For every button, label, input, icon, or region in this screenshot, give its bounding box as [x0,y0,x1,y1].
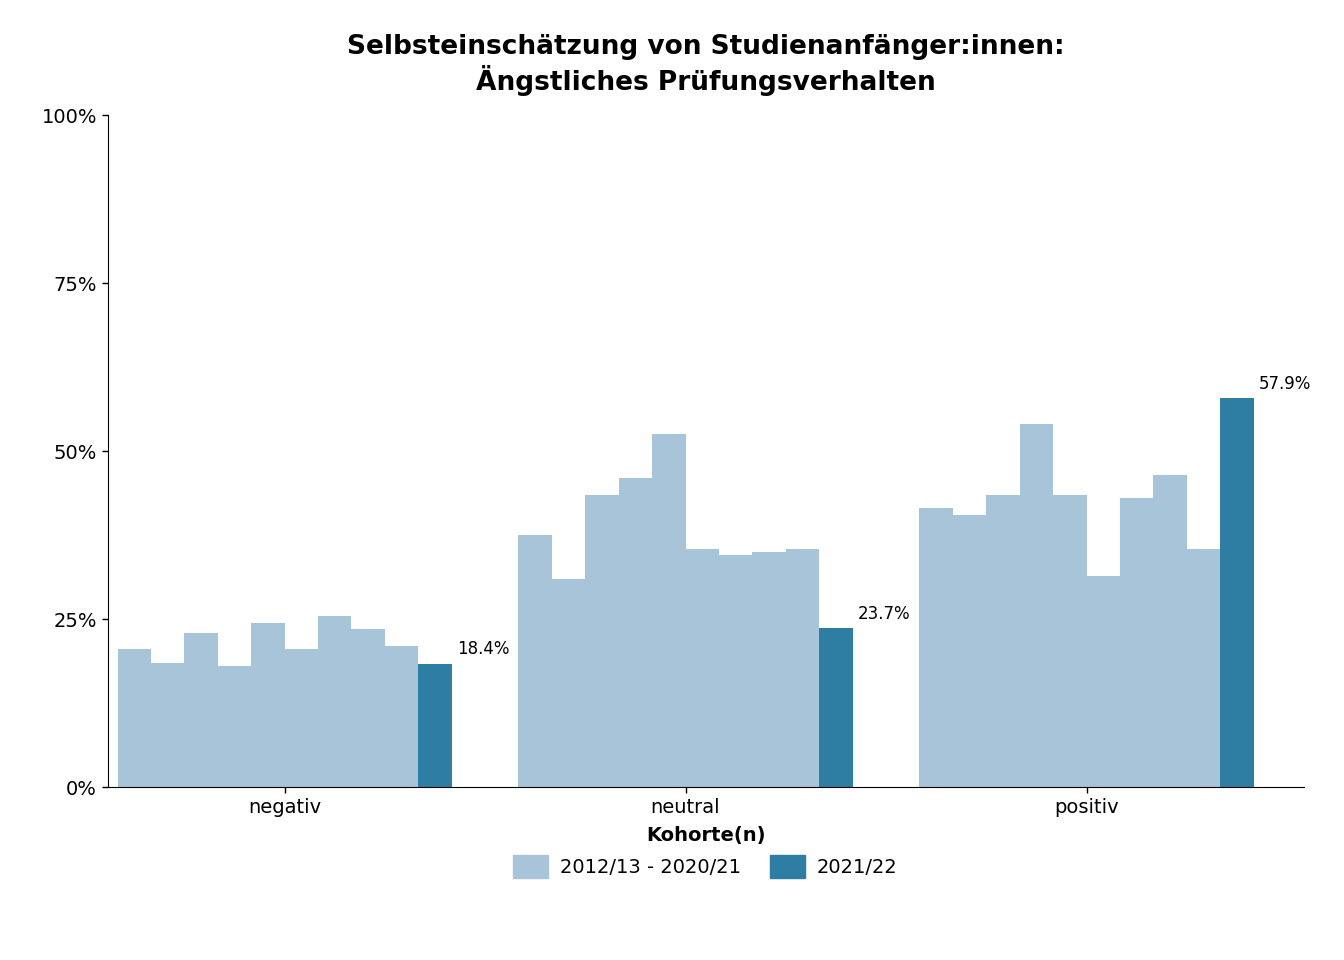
Bar [586,495,618,787]
Bar [117,649,151,787]
Bar [753,552,786,787]
Bar [351,630,384,787]
Bar [184,633,218,787]
Bar [319,616,351,787]
Bar [685,549,719,787]
Bar [519,536,552,787]
Text: 18.4%: 18.4% [457,640,509,659]
Bar [652,434,685,787]
Text: 57.9%: 57.9% [1258,374,1310,393]
Bar [719,555,753,787]
Bar [218,666,251,787]
Bar [251,622,285,787]
Bar [618,478,652,787]
Bar [1220,398,1254,787]
Bar [953,515,986,787]
Bar [418,663,452,787]
Bar [919,509,953,787]
Title: Selbsteinschätzung von Studienanfänger:innen:
Ängstliches Prüfungsverhalten: Selbsteinschätzung von Studienanfänger:i… [347,35,1064,96]
Bar [1120,498,1153,787]
Bar [1086,575,1120,787]
Bar [1187,549,1220,787]
Text: 23.7%: 23.7% [857,605,910,622]
Bar [552,579,586,787]
Bar [285,649,319,787]
Bar [151,662,184,787]
Bar [384,646,418,787]
Bar [820,628,852,787]
Bar [1153,475,1187,787]
Bar [1054,495,1086,787]
Bar [986,495,1020,787]
Legend: 2012/13 - 2020/21, 2021/22: 2012/13 - 2020/21, 2021/22 [513,826,898,878]
Bar [786,549,820,787]
Bar [1020,424,1054,787]
